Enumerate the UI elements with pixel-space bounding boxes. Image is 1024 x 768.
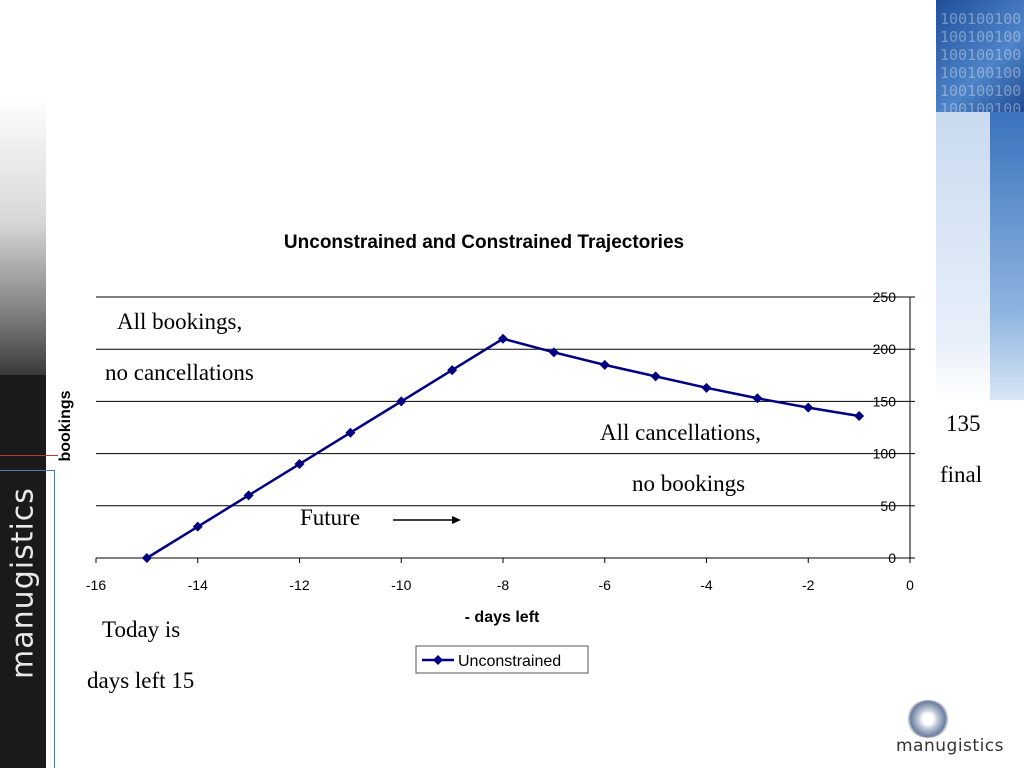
y-tick-label: 200 <box>873 341 897 357</box>
right-binary-decor: 1001001001001001001001001001001001001001… <box>936 0 1024 400</box>
data-point <box>294 459 305 470</box>
series-layer <box>141 333 865 563</box>
data-point <box>447 365 458 376</box>
legend-label: Unconstrained <box>458 653 561 670</box>
data-point <box>498 333 508 344</box>
y-tick-label: 50 <box>880 498 896 514</box>
data-point <box>396 396 407 407</box>
binary-block-fade <box>936 112 990 400</box>
data-point <box>345 427 356 438</box>
annotation-no-cancellations: no cancellations <box>105 360 254 385</box>
data-point <box>599 359 610 370</box>
data-point <box>752 393 763 404</box>
annotation-final: final <box>940 462 983 487</box>
red-accent-line <box>0 455 58 456</box>
annotation-days-left: days left 15 <box>87 668 195 693</box>
y-axis-label: bookings <box>57 390 74 461</box>
x-tick-label: -12 <box>289 577 309 593</box>
annotation-today-is: Today is <box>102 617 181 642</box>
annotation-final-value: 135 <box>946 411 981 436</box>
y-tick-label: 250 <box>873 289 897 305</box>
logo-mark-icon <box>906 700 950 738</box>
binary-block-side <box>990 112 1024 400</box>
y-tick-labels: 0 50 100 150 200 250 <box>873 289 897 566</box>
annotation-all-bookings: All bookings, <box>117 309 243 334</box>
blue-vertical-line <box>54 470 55 768</box>
data-point <box>548 347 559 358</box>
left-gradient-panel <box>0 95 46 375</box>
data-point <box>650 371 661 382</box>
x-axis-label: - days left <box>465 609 540 626</box>
x-tick-label: -4 <box>700 577 713 593</box>
axes <box>95 296 915 563</box>
annotation-all-cancellations: All cancellations, <box>600 420 761 445</box>
x-tick-label: -2 <box>802 577 815 593</box>
legend-marker <box>433 655 443 665</box>
y-tick-label: 100 <box>873 446 897 462</box>
data-point <box>701 382 712 393</box>
x-tick-label: -8 <box>497 577 510 593</box>
logo-text: manugistics <box>896 736 1004 756</box>
x-tick-labels: -16 -14 -12 -10 -8 -6 -4 -2 0 <box>86 577 914 593</box>
annotation-future: Future <box>300 505 361 530</box>
x-tick-label: -10 <box>391 577 411 593</box>
chart-title: Unconstrained and Constrained Trajectori… <box>284 232 684 253</box>
y-tick-label: 0 <box>888 550 896 566</box>
future-arrow <box>393 516 461 524</box>
x-tick-label: -16 <box>86 577 106 593</box>
data-point <box>243 490 254 501</box>
manugistics-logo: manugistics <box>896 700 1006 760</box>
annotation-no-bookings: no bookings <box>632 471 746 496</box>
blue-accent-line <box>0 470 54 471</box>
data-point <box>854 411 865 422</box>
data-point <box>192 521 203 532</box>
left-dark-panel <box>0 375 46 768</box>
x-tick-label: -6 <box>599 577 612 593</box>
x-tick-label: 0 <box>906 577 914 593</box>
data-point <box>803 402 814 413</box>
left-decor-bar: manugistics <box>0 0 46 768</box>
data-point <box>141 553 152 563</box>
x-tick-label: -14 <box>188 577 208 593</box>
legend: Unconstrained <box>415 645 589 674</box>
y-tick-label: 150 <box>873 393 897 409</box>
